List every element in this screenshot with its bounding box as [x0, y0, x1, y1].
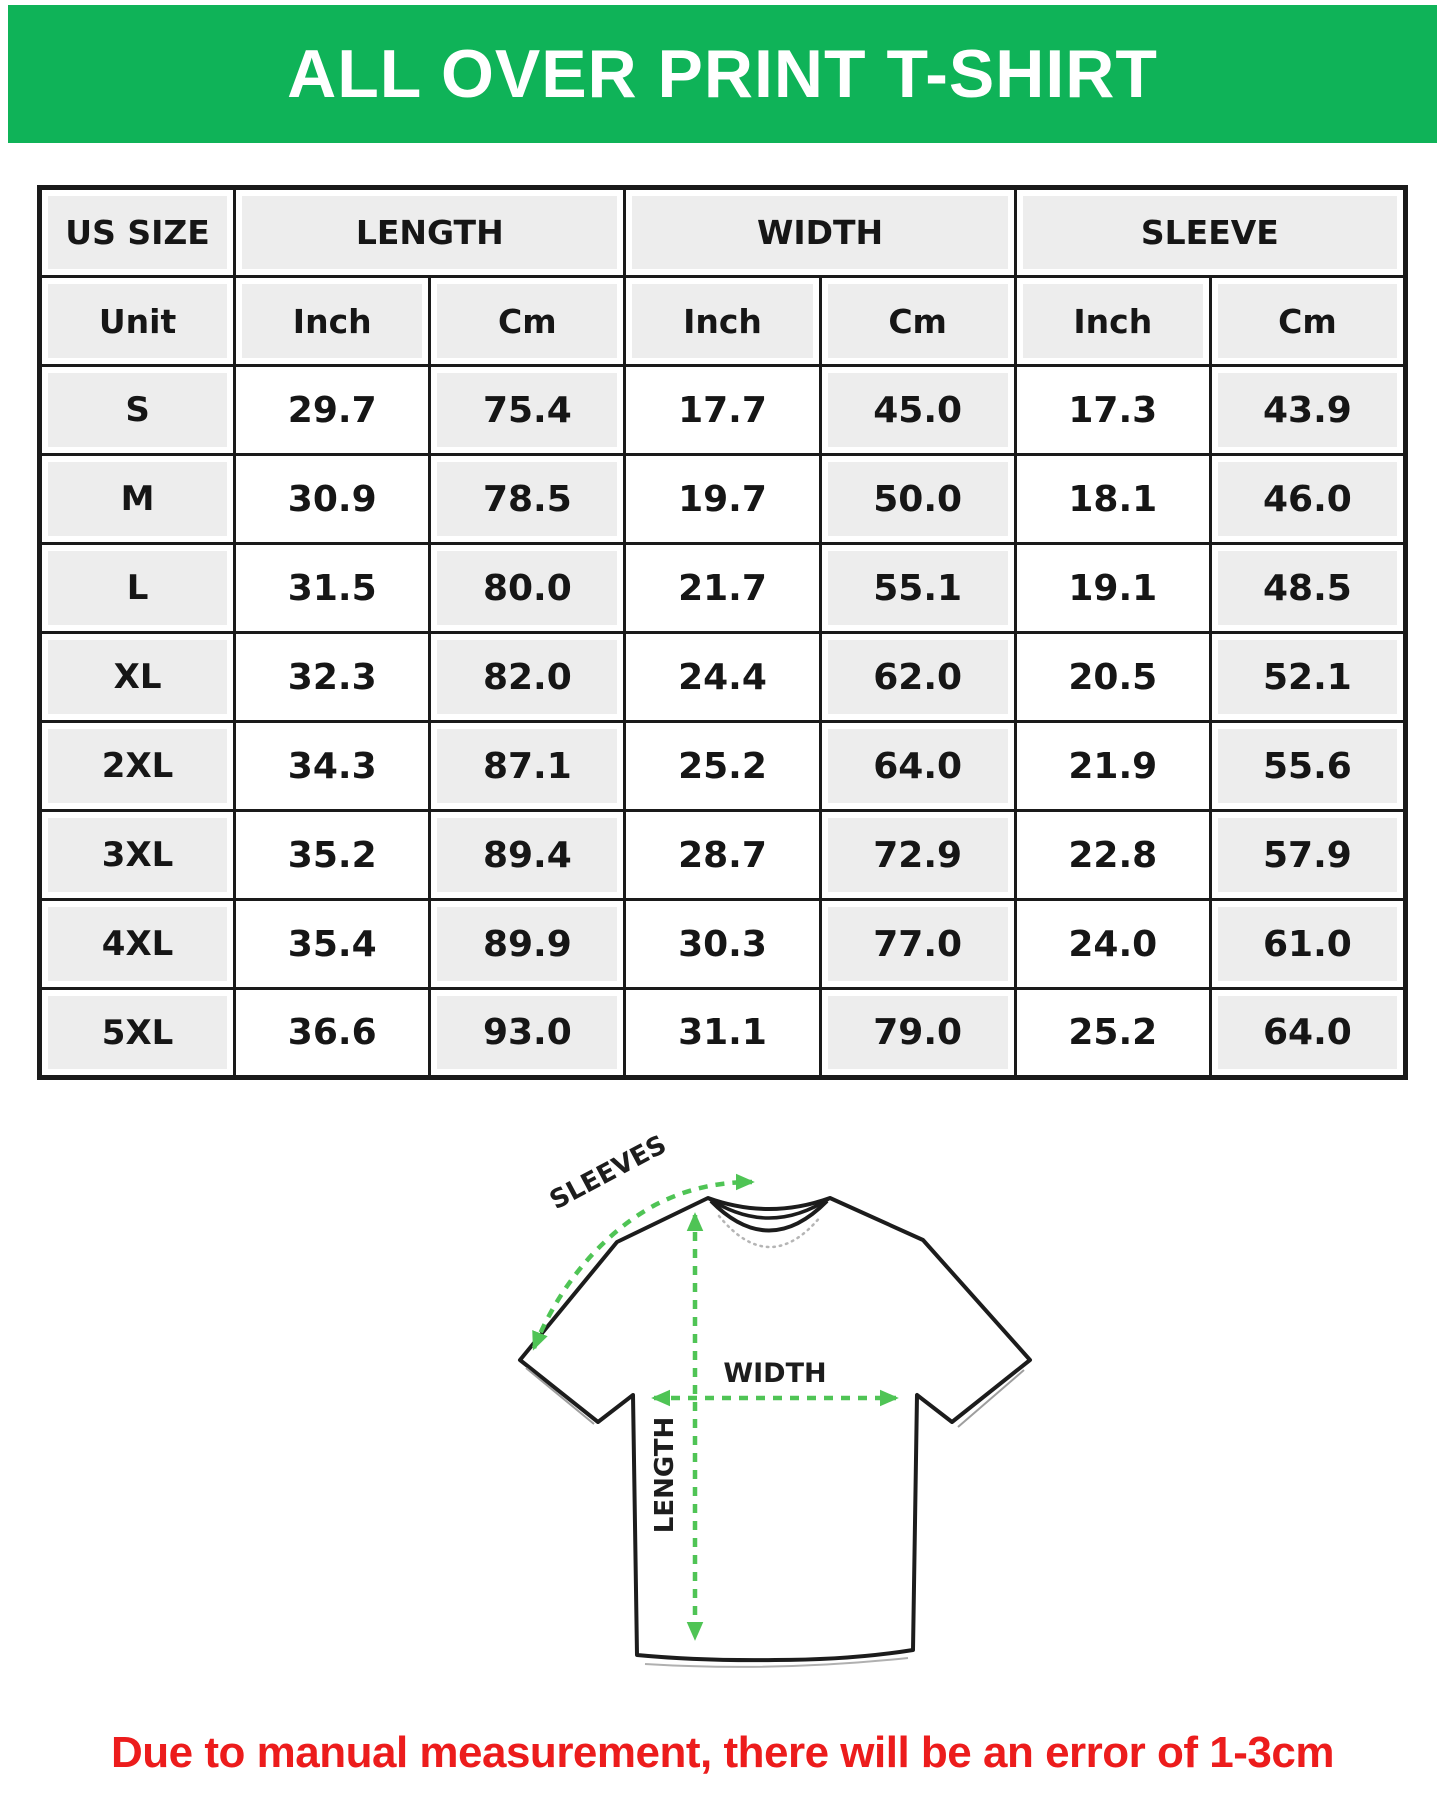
value-cell: 87.1	[428, 720, 627, 812]
header-length: LENGTH	[233, 186, 627, 278]
sleeves-arrow	[531, 1173, 755, 1351]
length-label: LENGTH	[650, 1417, 680, 1533]
value-cell: 77.0	[818, 898, 1017, 990]
value-cell: 89.9	[428, 898, 627, 990]
value-cell: 19.7	[623, 453, 822, 545]
value-cell: 64.0	[1208, 987, 1408, 1079]
value-cell: 45.0	[818, 364, 1017, 456]
value-cell: 55.1	[818, 542, 1017, 634]
size-cell: XL	[37, 631, 237, 723]
size-row-L: L 31.5 80.0 21.7 55.1 19.1 48.5	[37, 542, 1408, 634]
value-cell: 35.4	[233, 898, 432, 990]
collar-stitch-line	[717, 1214, 823, 1249]
size-row-2XL: 2XL 34.3 87.1 25.2 64.0 21.9 55.6	[37, 720, 1408, 812]
value-cell: 32.3	[233, 631, 432, 723]
value-cell: 79.0	[818, 987, 1017, 1079]
size-cell: 3XL	[37, 809, 237, 901]
sleeves-label: SLEEVES	[545, 1130, 672, 1216]
header-us-size: US SIZE	[37, 186, 237, 278]
size-cell: 5XL	[37, 987, 237, 1079]
value-cell: 52.1	[1208, 631, 1408, 723]
size-row-3XL: 3XL 35.2 89.4 28.7 72.9 22.8 57.9	[37, 809, 1408, 901]
unit-header-cell: Cm	[818, 275, 1017, 367]
header-sleeve: SLEEVE	[1013, 186, 1408, 278]
page-title: ALL OVER PRINT T-SHIRT	[287, 36, 1158, 112]
value-cell: 28.7	[623, 809, 822, 901]
value-cell: 72.9	[818, 809, 1017, 901]
value-cell: 25.2	[623, 720, 822, 812]
group-header-row: US SIZE LENGTH WIDTH SLEEVE	[37, 186, 1408, 278]
size-cell: S	[37, 364, 237, 456]
value-cell: 22.8	[1013, 809, 1212, 901]
tshirt-measurement-diagram: SLEEVES WIDTH LENGTH	[430, 1120, 1130, 1710]
value-cell: 20.5	[1013, 631, 1212, 723]
measurement-disclaimer: Due to manual measurement, there will be…	[111, 1728, 1334, 1777]
title-banner: ALL OVER PRINT T-SHIRT	[8, 5, 1437, 143]
value-cell: 25.2	[1013, 987, 1212, 1079]
size-cell: 2XL	[37, 720, 237, 812]
value-cell: 30.3	[623, 898, 822, 990]
size-cell: 4XL	[37, 898, 237, 990]
value-cell: 62.0	[818, 631, 1017, 723]
value-cell: 80.0	[428, 542, 627, 634]
value-cell: 36.6	[233, 987, 432, 1079]
value-cell: 31.5	[233, 542, 432, 634]
value-cell: 55.6	[1208, 720, 1408, 812]
value-cell: 18.1	[1013, 453, 1212, 545]
value-cell: 43.9	[1208, 364, 1408, 456]
size-row-5XL: 5XL 36.6 93.0 31.1 79.0 25.2 64.0	[37, 987, 1408, 1079]
size-chart-table: US SIZE LENGTH WIDTH SLEEVE Unit Inch Cm…	[37, 185, 1408, 1080]
size-cell: M	[37, 453, 237, 545]
value-cell: 31.1	[623, 987, 822, 1079]
value-cell: 64.0	[818, 720, 1017, 812]
value-cell: 46.0	[1208, 453, 1408, 545]
width-label: WIDTH	[723, 1358, 826, 1389]
value-cell: 35.2	[233, 809, 432, 901]
value-cell: 17.7	[623, 364, 822, 456]
unit-header-cell: Cm	[1208, 275, 1408, 367]
value-cell: 93.0	[428, 987, 627, 1079]
value-cell: 19.1	[1013, 542, 1212, 634]
value-cell: 57.9	[1208, 809, 1408, 901]
value-cell: 50.0	[818, 453, 1017, 545]
value-cell: 30.9	[233, 453, 432, 545]
value-cell: 29.7	[233, 364, 432, 456]
size-row-M: M 30.9 78.5 19.7 50.0 18.1 46.0	[37, 453, 1408, 545]
header-width: WIDTH	[623, 186, 1017, 278]
left-cuff-stitch	[525, 1367, 595, 1425]
right-cuff-stitch	[957, 1369, 1025, 1428]
value-cell: 34.3	[233, 720, 432, 812]
size-row-XL: XL 32.3 82.0 24.4 62.0 20.5 52.1	[37, 631, 1408, 723]
tshirt-outline	[518, 1196, 1032, 1663]
value-cell: 17.3	[1013, 364, 1212, 456]
value-cell: 61.0	[1208, 898, 1408, 990]
unit-header-cell: Inch	[1013, 275, 1212, 367]
value-cell: 82.0	[428, 631, 627, 723]
value-cell: 89.4	[428, 809, 627, 901]
size-row-S: S 29.7 75.4 17.7 45.0 17.3 43.9	[37, 364, 1408, 456]
unit-header-cell: Unit	[37, 275, 237, 367]
value-cell: 75.4	[428, 364, 627, 456]
value-cell: 78.5	[428, 453, 627, 545]
unit-header-cell: Cm	[428, 275, 627, 367]
value-cell: 24.4	[623, 631, 822, 723]
value-cell: 21.9	[1013, 720, 1212, 812]
value-cell: 21.7	[623, 542, 822, 634]
unit-header-row: Unit Inch Cm Inch Cm Inch Cm	[37, 275, 1408, 367]
hem-stitch	[644, 1657, 909, 1668]
unit-header-cell: Inch	[233, 275, 432, 367]
size-cell: L	[37, 542, 237, 634]
value-cell: 48.5	[1208, 542, 1408, 634]
size-row-4XL: 4XL 35.4 89.9 30.3 77.0 24.0 61.0	[37, 898, 1408, 990]
unit-header-cell: Inch	[623, 275, 822, 367]
value-cell: 24.0	[1013, 898, 1212, 990]
